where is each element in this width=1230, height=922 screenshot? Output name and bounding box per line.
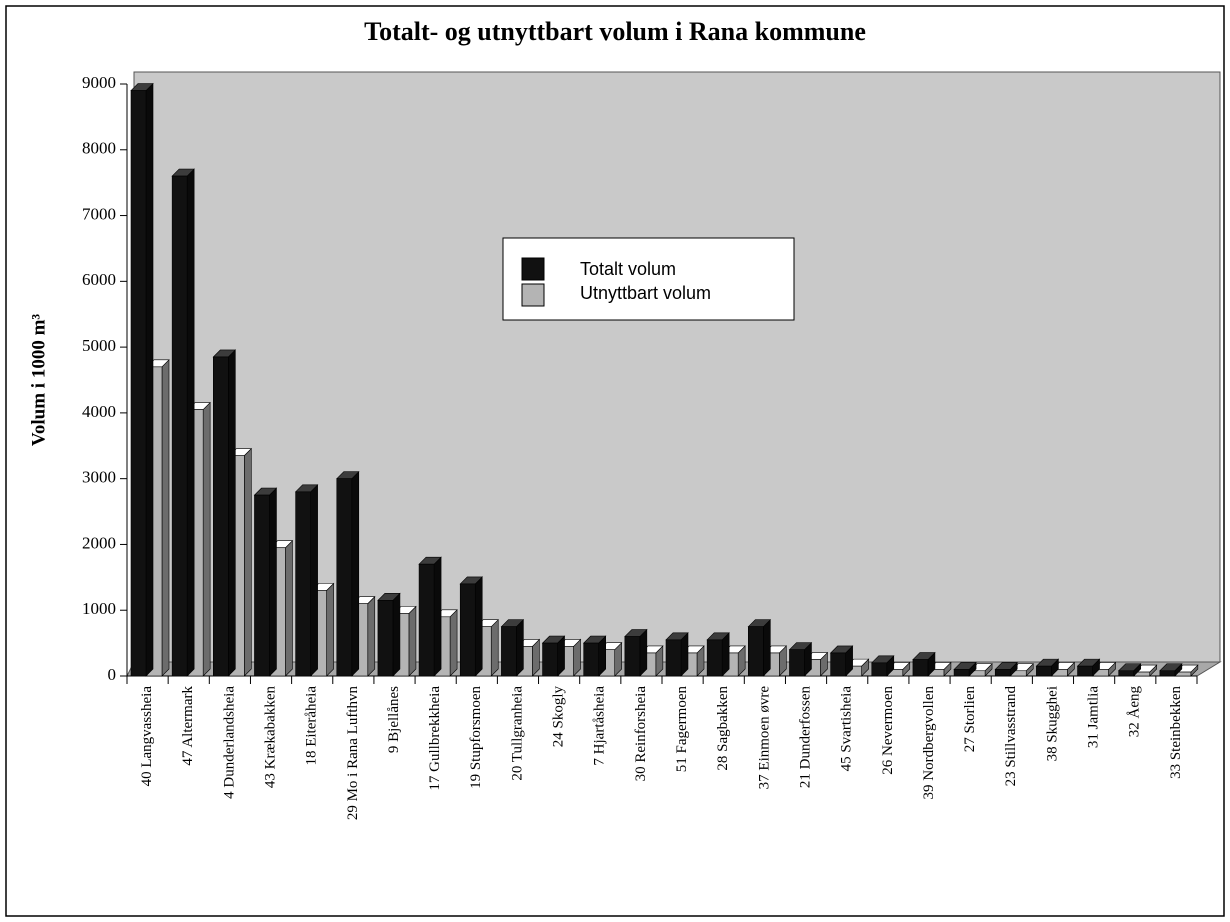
bar [171, 175, 188, 677]
bar-side [408, 605, 417, 677]
x-tick-label: 37 Einmoen øvre [756, 686, 772, 790]
bar [336, 478, 353, 677]
y-tick-label: 4000 [82, 402, 116, 421]
bar [994, 669, 1011, 677]
bar [748, 626, 764, 677]
x-tick-label: 4 Dunderlandsheia [221, 686, 237, 799]
x-tick-label: 27 Storlien [962, 686, 978, 753]
x-tick-label: 43 Krækabakken [262, 686, 278, 789]
x-tick-label: 17 Gullbrekkheia [427, 686, 443, 791]
bar [1077, 665, 1093, 677]
bar-side [310, 484, 318, 677]
bar [583, 642, 599, 677]
x-tick-label: 20 Tullgranheia [509, 686, 525, 781]
bar-side [763, 618, 771, 677]
x-tick-label: 47 Altermark [180, 686, 196, 766]
x-tick-label: 9 Bjellånes [386, 686, 402, 753]
bar [254, 494, 270, 677]
y-tick-label: 6000 [82, 270, 116, 289]
x-tick-label: 30 Reinforsheia [633, 686, 649, 782]
bar [1159, 670, 1176, 677]
y-tick-label: 8000 [82, 139, 116, 158]
x-tick-label: 39 Nordbergvollen [921, 686, 937, 800]
bar-side [639, 628, 648, 677]
bar-side [326, 582, 334, 677]
bar-side [285, 540, 293, 677]
bar-side [433, 556, 442, 677]
bar [377, 600, 394, 677]
legend-label: Totalt volum [580, 259, 676, 279]
bar [295, 491, 311, 677]
bar-side [161, 359, 170, 677]
x-tick-label: 31 Jamtlia [1086, 686, 1102, 748]
x-tick-label: 23 Stillvasstrand [1003, 686, 1019, 787]
legend-label: Utnyttbart volum [580, 283, 711, 303]
bar [789, 649, 805, 677]
y-tick-label: 3000 [82, 468, 116, 487]
bar-side [186, 168, 195, 677]
x-tick-label: 33 Steinbekken [1168, 686, 1184, 779]
x-tick-label: 26 Nevermoen [880, 686, 896, 775]
y-tick-label: 5000 [82, 336, 116, 355]
legend-swatch [521, 257, 545, 281]
bar [830, 652, 846, 677]
y-tick-label: 0 [108, 665, 117, 684]
bar [953, 669, 970, 677]
legend-swatch [521, 283, 545, 307]
x-tick-label: 18 Eiteråheia [304, 686, 320, 766]
bar [501, 626, 517, 677]
bar-side [474, 576, 483, 677]
bar-side [351, 470, 360, 677]
bar [706, 639, 723, 677]
legend: Totalt volum Utnyttbart volum [502, 237, 795, 321]
x-tick-label: 40 Langvassheia [139, 686, 155, 787]
bar [665, 639, 682, 677]
x-tick-label: 29 Mo i Rana Lufthvn [345, 686, 361, 821]
bar-side [680, 632, 689, 677]
bar [542, 642, 558, 677]
y-tick-label: 2000 [82, 533, 116, 552]
x-tick-label: 21 Dunderfossen [797, 686, 813, 789]
bar-side [145, 82, 154, 677]
bar-side [244, 447, 252, 677]
x-tick-label: 45 Svartisheia [839, 686, 855, 772]
x-tick-label: 28 Sagbakken [715, 686, 731, 771]
bar-side [449, 609, 458, 677]
bar-side [516, 618, 524, 677]
bar [213, 356, 229, 677]
x-tick-label: 32 Åeng [1127, 686, 1143, 738]
bar-side [269, 487, 277, 677]
bar [624, 636, 641, 677]
bar [130, 90, 147, 677]
y-tick-label: 9000 [82, 73, 116, 92]
bar [871, 662, 888, 677]
bar-side [228, 349, 236, 677]
x-tick-label: 7 Hjartåsheia [592, 686, 608, 766]
bar-side [202, 401, 211, 677]
y-axis-label: Volum i 1000 m³ [28, 314, 49, 447]
bar [912, 659, 929, 677]
bar-side [392, 592, 401, 677]
x-tick-label: 19 Stupforsmoen [468, 686, 484, 789]
bar-side [490, 618, 499, 677]
chart-title: Totalt- og utnyttbart volum i Rana kommu… [364, 17, 866, 46]
bar [1118, 670, 1134, 677]
x-tick-label: 38 Skugghei [1044, 686, 1060, 761]
legend-box [502, 237, 795, 321]
x-tick-label: 24 Skogly [551, 686, 567, 748]
x-tick-label: 51 Fagermoen [674, 686, 690, 773]
bar [418, 563, 435, 677]
y-tick-label: 7000 [82, 204, 116, 223]
bar [459, 583, 476, 677]
bar [1036, 665, 1052, 677]
bar-side [721, 632, 730, 677]
bar-side [367, 595, 376, 677]
y-tick-label: 1000 [82, 599, 116, 618]
